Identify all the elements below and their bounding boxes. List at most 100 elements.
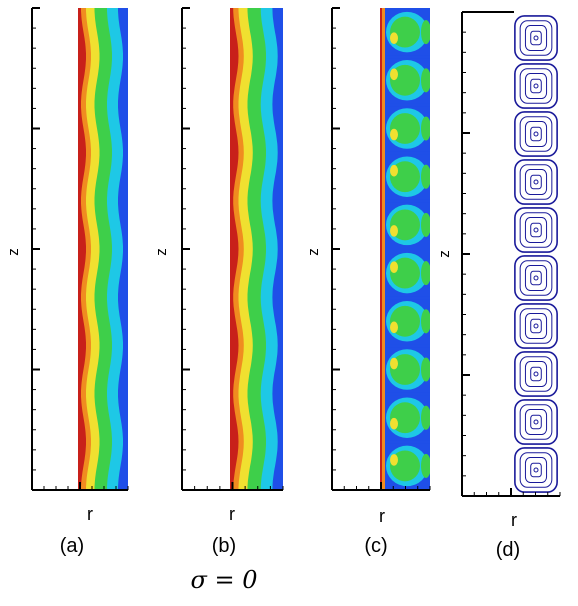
cell-core bbox=[390, 164, 398, 177]
streamline bbox=[519, 308, 553, 344]
cell-edge bbox=[421, 68, 430, 93]
panel-b: z r (b) bbox=[153, 7, 284, 557]
cell-edge bbox=[421, 116, 430, 141]
streamline bbox=[524, 121, 548, 147]
cell-edge bbox=[421, 357, 430, 382]
streamline-center bbox=[533, 323, 539, 329]
cell-edge bbox=[421, 261, 430, 286]
figure-caption: σ = 0 bbox=[190, 566, 257, 594]
cell-core bbox=[390, 261, 398, 273]
panel-b-ticks bbox=[181, 7, 284, 491]
panel-b-ylabel: z bbox=[153, 248, 170, 256]
streamline bbox=[514, 15, 558, 61]
panel-d-ylabel: z bbox=[436, 250, 453, 258]
streamline bbox=[524, 169, 548, 195]
streamline bbox=[514, 159, 558, 205]
cell-edge bbox=[421, 405, 430, 430]
panel-c-label: (c) bbox=[364, 535, 387, 557]
cell-edge bbox=[421, 20, 430, 45]
streamline-center bbox=[533, 131, 539, 137]
streamline bbox=[530, 414, 542, 430]
panel-c: z r (c) bbox=[305, 7, 431, 557]
panel-d-label: (d) bbox=[496, 539, 520, 561]
streamline bbox=[519, 404, 553, 440]
wave-band bbox=[272, 8, 283, 490]
streamline bbox=[530, 126, 542, 142]
streamline bbox=[530, 30, 542, 46]
streamline bbox=[530, 222, 542, 238]
streamline bbox=[514, 255, 558, 301]
streamline-center bbox=[533, 83, 539, 89]
wall-layer bbox=[380, 8, 382, 490]
streamline bbox=[514, 351, 558, 397]
panel-a-ylabel: z bbox=[5, 248, 22, 256]
cell-core bbox=[390, 454, 398, 466]
cell-divider bbox=[386, 440, 430, 444]
panel-b-xlabel: r bbox=[229, 504, 235, 524]
panel-d: z r (d) bbox=[436, 11, 561, 561]
streamline bbox=[530, 78, 542, 94]
streamline bbox=[524, 313, 548, 339]
streamline bbox=[524, 217, 548, 243]
streamline bbox=[524, 73, 548, 99]
cell-core bbox=[390, 128, 398, 141]
wall-layer bbox=[380, 8, 385, 490]
streamline bbox=[519, 260, 553, 296]
cell-core bbox=[390, 417, 398, 430]
cell-core bbox=[390, 357, 398, 370]
panel-c-ylabel: z bbox=[305, 248, 322, 256]
panel-a: z r (a) bbox=[5, 7, 129, 557]
cell-core bbox=[390, 68, 398, 81]
streamline-center bbox=[533, 275, 539, 281]
cell-divider bbox=[386, 248, 430, 251]
streamline bbox=[519, 356, 553, 392]
cell-edge bbox=[421, 212, 430, 237]
streamline bbox=[524, 25, 548, 51]
panel-b-label: (b) bbox=[212, 535, 236, 557]
panel-a-label: (a) bbox=[60, 535, 84, 557]
panel-d-xlabel: r bbox=[511, 510, 517, 530]
panel-d-ticks bbox=[461, 11, 561, 497]
panel-d-streamlines bbox=[514, 15, 558, 493]
cell-divider bbox=[386, 8, 430, 10]
panel-c-cells bbox=[380, 8, 430, 490]
streamline bbox=[524, 361, 548, 387]
streamline bbox=[514, 111, 558, 157]
streamline bbox=[530, 174, 542, 190]
panel-a-wave-bands bbox=[78, 8, 128, 490]
streamline-center bbox=[533, 467, 539, 473]
streamline bbox=[519, 452, 553, 488]
streamline bbox=[530, 462, 542, 478]
cell-divider bbox=[386, 392, 430, 396]
streamline bbox=[530, 318, 542, 334]
streamline bbox=[519, 116, 553, 152]
cell-divider bbox=[386, 55, 430, 59]
cell-divider bbox=[386, 344, 430, 348]
cell-divider bbox=[386, 296, 430, 300]
streamline bbox=[524, 409, 548, 435]
streamline-center bbox=[533, 179, 539, 185]
streamline-center bbox=[533, 371, 539, 377]
streamline-center bbox=[533, 419, 539, 425]
panel-c-ticks bbox=[331, 7, 431, 491]
streamline bbox=[524, 457, 548, 483]
streamline bbox=[530, 270, 542, 286]
cell-core bbox=[390, 321, 398, 334]
streamline bbox=[530, 366, 542, 382]
streamline bbox=[519, 164, 553, 200]
panel-c-xlabel: r bbox=[379, 506, 385, 526]
streamline bbox=[519, 68, 553, 104]
streamline bbox=[514, 399, 558, 445]
streamline bbox=[519, 212, 553, 248]
streamline bbox=[514, 303, 558, 349]
cell-divider bbox=[386, 151, 430, 155]
cell-divider bbox=[386, 199, 430, 203]
cell-core bbox=[390, 32, 398, 44]
streamline bbox=[514, 447, 558, 493]
panel-a-xlabel: r bbox=[87, 504, 93, 524]
wave-band bbox=[118, 8, 128, 490]
cell-edge bbox=[421, 309, 430, 334]
streamline bbox=[524, 265, 548, 291]
cell-edge bbox=[421, 453, 430, 478]
